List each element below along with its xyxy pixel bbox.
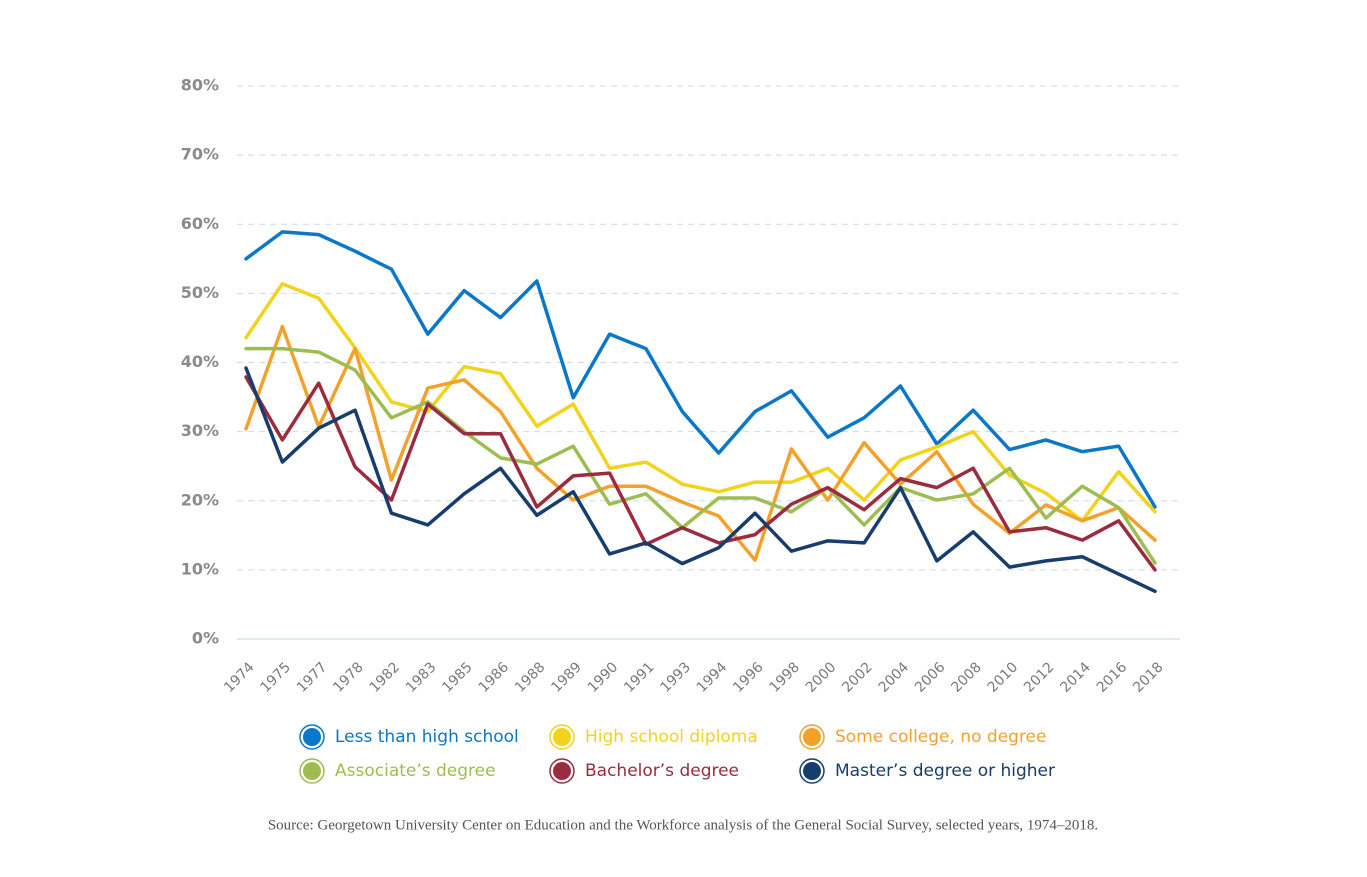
legend-swatch <box>553 762 571 780</box>
x-tick-label: 1991 <box>621 659 658 696</box>
legend-ring <box>299 758 325 784</box>
legend-item: Less than high school <box>299 724 519 750</box>
y-tick-label: 60% <box>181 214 219 233</box>
x-tick-label: 2012 <box>1021 659 1058 696</box>
x-tick-label: 1985 <box>439 659 476 696</box>
legend-ring <box>299 724 325 750</box>
legend-ring <box>799 758 825 784</box>
x-tick-label: 1998 <box>767 659 804 696</box>
x-tick-label: 2008 <box>948 659 985 696</box>
y-tick-label: 50% <box>181 283 219 302</box>
legend-swatch <box>803 728 821 746</box>
series-line <box>244 366 1157 594</box>
legend-swatch <box>303 728 321 746</box>
series-line <box>244 375 1157 572</box>
x-tick-label: 1996 <box>730 659 767 696</box>
x-tick-label: 2006 <box>912 659 949 696</box>
series-line <box>244 230 1157 509</box>
series-line <box>244 346 1157 565</box>
x-tick-label: 1988 <box>512 659 549 696</box>
x-tick-label: 2018 <box>1130 659 1167 696</box>
x-tick-label: 1994 <box>694 659 731 696</box>
source-note: Source: Georgetown University Center on … <box>268 817 1098 833</box>
legend-label: High school diploma <box>585 727 758 747</box>
x-tick-label: 1977 <box>294 659 331 696</box>
x-tick-label: 1986 <box>476 659 513 696</box>
legend-item: Associate’s degree <box>299 758 496 784</box>
legend-item: Bachelor’s degree <box>549 758 739 784</box>
legend-label: Master’s degree or higher <box>835 761 1055 781</box>
y-tick-label: 0% <box>192 629 219 648</box>
y-tick-label: 70% <box>181 145 219 164</box>
legend-label: Less than high school <box>335 727 519 747</box>
y-tick-label: 80% <box>181 76 219 95</box>
legend-ring <box>799 724 825 750</box>
x-tick-label: 2010 <box>985 659 1022 696</box>
x-tick-label: 2002 <box>839 659 876 696</box>
x-tick-label: 2000 <box>803 659 840 696</box>
legend-ring <box>549 724 575 750</box>
series-line <box>244 281 1157 523</box>
x-tick-label: 1978 <box>330 659 367 696</box>
legend-ring <box>549 758 575 784</box>
y-tick-label: 40% <box>181 352 219 371</box>
legend-label: Bachelor’s degree <box>585 761 739 781</box>
x-tick-label: 1990 <box>585 659 622 696</box>
x-tick-label: 1983 <box>403 659 440 696</box>
legend-item: Some college, no degree <box>799 724 1046 750</box>
x-tick-label: 1974 <box>221 659 258 696</box>
legend-item: Master’s degree or higher <box>799 758 1055 784</box>
series-line <box>244 324 1157 562</box>
x-tick-label: 1989 <box>548 659 585 696</box>
legend-label: Associate’s degree <box>335 761 496 781</box>
legend-label: Some college, no degree <box>835 727 1046 747</box>
x-tick-label: 1975 <box>258 659 295 696</box>
x-tick-label: 2014 <box>1057 659 1094 696</box>
x-tick-label: 2004 <box>876 659 913 696</box>
legend-swatch <box>803 762 821 780</box>
legend-swatch <box>303 762 321 780</box>
x-tick-label: 1982 <box>367 659 404 696</box>
y-tick-label: 10% <box>181 559 219 578</box>
legend-swatch <box>553 728 571 746</box>
x-tick-label: 1993 <box>657 659 694 696</box>
legend-item: High school diploma <box>549 724 758 750</box>
x-tick-label: 2016 <box>1094 659 1131 696</box>
y-tick-label: 30% <box>181 421 219 440</box>
y-tick-label: 20% <box>181 490 219 509</box>
